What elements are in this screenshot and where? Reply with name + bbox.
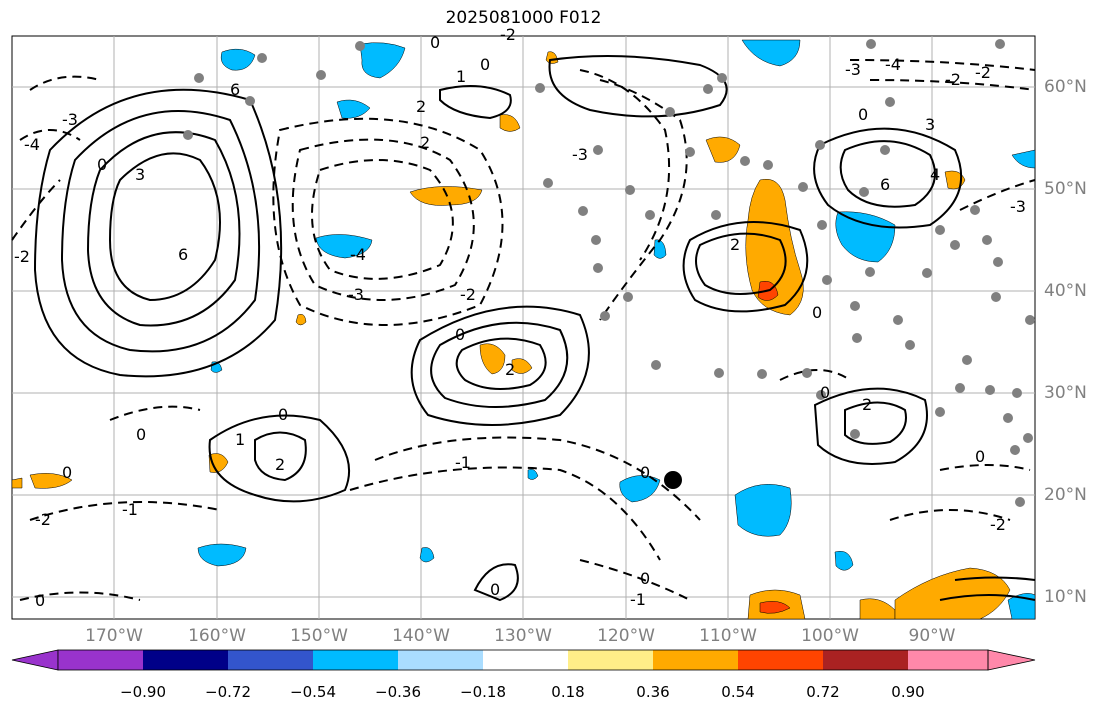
- contour-label: 1: [235, 430, 245, 449]
- contour-label: 0: [640, 463, 650, 482]
- anomaly-shading: [11, 39, 1036, 620]
- lat-label: 40°N: [1044, 281, 1087, 301]
- contour-label: 6: [230, 80, 240, 99]
- contour-label: 2: [862, 395, 872, 414]
- contour-label: -1: [630, 590, 646, 609]
- contour-label: 0: [278, 405, 288, 424]
- contour-label: 2: [420, 133, 430, 152]
- contour-label: 0: [35, 591, 45, 610]
- lon-label: 170°W: [85, 626, 143, 646]
- colorbar-tick: −0.72: [205, 683, 251, 701]
- contour-label: -2: [500, 25, 516, 44]
- contour-labels: 6 6 6 -4 -3 -2 0 2 1 2 0 -1 -1 -2 0 0 0 …: [14, 25, 1026, 610]
- contour-label: 0: [480, 55, 490, 74]
- lon-label: 90°W: [908, 626, 956, 646]
- colorbar-tick: −0.36: [375, 683, 421, 701]
- contour-label: -1: [122, 500, 138, 519]
- positive-contours: [33, 55, 1036, 602]
- contour-label: 0: [975, 447, 985, 466]
- contour-label: -3: [348, 285, 364, 304]
- gridlines: [12, 36, 1035, 619]
- colorbar-tick: 0.36: [636, 683, 670, 701]
- colorbar-tick: 0.18: [551, 683, 585, 701]
- contour-label: 0: [62, 463, 72, 482]
- lon-label: 100°W: [801, 626, 859, 646]
- contour-label: 2: [505, 360, 515, 379]
- contour-label: -4: [885, 55, 901, 74]
- contour-label: -2: [35, 510, 51, 529]
- colorbar-tick: −0.90: [120, 683, 166, 701]
- colorbar-tick: 0.54: [721, 683, 755, 701]
- contour-label: 0: [640, 569, 650, 588]
- station-markers: [183, 39, 1035, 507]
- contour-label: -2: [945, 70, 961, 89]
- contour-label: -2: [975, 63, 991, 82]
- colorbar-tick: −0.54: [290, 683, 336, 701]
- lon-label: 160°W: [188, 626, 246, 646]
- contour-label: 0: [858, 105, 868, 124]
- lon-label: 140°W: [392, 626, 450, 646]
- contour-label: 6: [178, 245, 188, 264]
- colorbar-tick: 0.72: [806, 683, 840, 701]
- contour-label: 1: [456, 67, 466, 86]
- lon-label: 120°W: [597, 626, 655, 646]
- lon-label: 150°W: [290, 626, 348, 646]
- lat-label: 30°N: [1044, 383, 1087, 403]
- contour-label: 0: [136, 425, 146, 444]
- lon-label: 110°W: [699, 626, 757, 646]
- map-title: 2025081000 F012: [445, 8, 602, 28]
- contour-label: 6: [880, 175, 890, 194]
- contour-label: 2: [730, 235, 740, 254]
- contour-label: 0: [430, 33, 440, 52]
- contour-label: -2: [14, 247, 30, 266]
- colorbar-tick: −0.18: [460, 683, 506, 701]
- contour-label: -3: [1010, 197, 1026, 216]
- contour-label: 0: [455, 325, 465, 344]
- lat-label: 60°N: [1044, 77, 1087, 97]
- contour-label: -3: [845, 60, 861, 79]
- contour-label: -1: [455, 453, 471, 472]
- contour-label: 3: [135, 165, 145, 184]
- negative-contours: [11, 59, 1036, 601]
- contour-label: 4: [930, 165, 940, 184]
- contour-label: -2: [990, 515, 1006, 534]
- contour-label: -3: [572, 145, 588, 164]
- lon-label: 130°W: [494, 626, 552, 646]
- contour-label: 0: [490, 580, 500, 599]
- contour-label: -4: [24, 135, 40, 154]
- storm-center-marker: [664, 471, 682, 489]
- contour-label: 2: [416, 97, 426, 116]
- lat-label: 10°N: [1044, 587, 1087, 607]
- contour-label: 0: [97, 155, 107, 174]
- colorbar-tick: 0.90: [891, 683, 925, 701]
- contour-label: 2: [275, 455, 285, 474]
- lat-label: 20°N: [1044, 485, 1087, 505]
- contour-label: 3: [925, 115, 935, 134]
- contour-label: -2: [460, 285, 476, 304]
- contour-label: -4: [350, 245, 366, 264]
- lat-label: 50°N: [1044, 179, 1087, 199]
- colorbar: [11, 649, 1036, 671]
- contour-label: 0: [812, 303, 822, 322]
- contour-label: -3: [62, 110, 78, 129]
- contour-label: 0: [820, 383, 830, 402]
